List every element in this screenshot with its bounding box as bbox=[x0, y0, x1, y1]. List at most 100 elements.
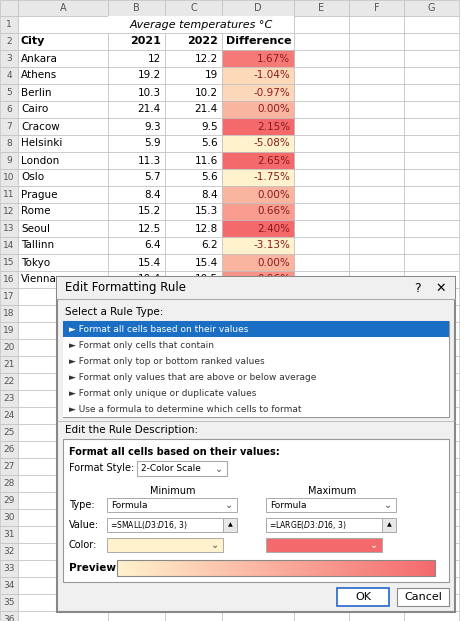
Text: Type:: Type: bbox=[69, 500, 95, 510]
Bar bbox=[432, 560, 433, 576]
Bar bbox=[164, 560, 166, 576]
Bar bbox=[155, 560, 157, 576]
Bar bbox=[18, 152, 108, 169]
Bar bbox=[0, 594, 18, 611]
Bar bbox=[294, 271, 349, 288]
Bar bbox=[356, 560, 358, 576]
Bar bbox=[404, 560, 406, 576]
Bar bbox=[415, 560, 417, 576]
Bar bbox=[130, 560, 131, 576]
Bar bbox=[255, 560, 256, 576]
Bar bbox=[0, 492, 18, 509]
Bar bbox=[351, 560, 353, 576]
Bar bbox=[349, 33, 404, 50]
Bar bbox=[165, 594, 222, 611]
Bar bbox=[349, 254, 404, 271]
Bar bbox=[404, 441, 459, 458]
Text: 7: 7 bbox=[6, 122, 12, 131]
Bar bbox=[401, 560, 402, 576]
Bar bbox=[233, 560, 234, 576]
Bar bbox=[364, 560, 365, 576]
Bar bbox=[349, 458, 404, 475]
Bar bbox=[63, 401, 449, 417]
Bar bbox=[404, 322, 459, 339]
Text: 33: 33 bbox=[3, 564, 15, 573]
Bar bbox=[349, 67, 404, 84]
Bar bbox=[169, 560, 171, 576]
Text: 6: 6 bbox=[6, 105, 12, 114]
Bar bbox=[165, 577, 222, 594]
Text: 6.2: 6.2 bbox=[201, 240, 218, 250]
Bar bbox=[404, 271, 459, 288]
Bar bbox=[350, 560, 352, 576]
Bar bbox=[269, 560, 270, 576]
Bar bbox=[279, 560, 281, 576]
Bar bbox=[63, 439, 449, 582]
Bar bbox=[405, 560, 407, 576]
Text: Tallinn: Tallinn bbox=[21, 240, 54, 250]
Bar bbox=[362, 560, 364, 576]
Bar bbox=[0, 475, 18, 492]
Bar bbox=[404, 152, 459, 169]
Bar bbox=[294, 220, 349, 237]
Text: ► Format only top or bottom ranked values: ► Format only top or bottom ranked value… bbox=[69, 356, 264, 366]
Bar bbox=[339, 560, 341, 576]
Bar bbox=[0, 356, 18, 373]
Bar bbox=[368, 560, 370, 576]
Bar bbox=[294, 254, 349, 271]
Bar bbox=[165, 16, 222, 33]
Bar bbox=[199, 560, 200, 576]
Bar bbox=[243, 560, 245, 576]
Bar bbox=[108, 373, 165, 390]
Bar bbox=[108, 560, 165, 577]
Bar bbox=[365, 560, 366, 576]
Bar bbox=[108, 50, 165, 67]
Bar bbox=[297, 560, 299, 576]
Bar bbox=[404, 254, 459, 271]
Bar bbox=[144, 560, 145, 576]
Text: 18: 18 bbox=[3, 309, 15, 318]
Bar bbox=[137, 560, 139, 576]
Bar bbox=[294, 373, 349, 390]
Bar bbox=[294, 135, 349, 152]
Bar bbox=[346, 560, 347, 576]
Bar bbox=[404, 288, 459, 305]
Bar bbox=[108, 186, 165, 203]
Bar bbox=[374, 560, 376, 576]
Bar bbox=[215, 560, 216, 576]
Bar bbox=[117, 560, 118, 576]
Bar bbox=[337, 560, 339, 576]
Bar bbox=[404, 356, 459, 373]
Bar bbox=[222, 492, 294, 509]
Bar bbox=[294, 577, 349, 594]
Text: Berlin: Berlin bbox=[21, 88, 52, 97]
Bar bbox=[171, 560, 173, 576]
Text: ▲: ▲ bbox=[228, 522, 232, 527]
Bar bbox=[225, 560, 227, 576]
Bar bbox=[373, 560, 374, 576]
Bar bbox=[222, 16, 294, 33]
Bar bbox=[290, 560, 292, 576]
Text: 19.2: 19.2 bbox=[138, 71, 161, 81]
Bar bbox=[120, 560, 122, 576]
Text: ► Format only unique or duplicate values: ► Format only unique or duplicate values bbox=[69, 389, 256, 397]
Bar bbox=[206, 560, 208, 576]
Bar bbox=[119, 560, 121, 576]
Bar bbox=[18, 526, 108, 543]
Bar bbox=[124, 560, 126, 576]
Bar bbox=[386, 560, 388, 576]
Bar bbox=[0, 390, 18, 407]
Bar bbox=[299, 560, 301, 576]
Bar bbox=[187, 560, 189, 576]
Bar bbox=[18, 577, 108, 594]
Bar bbox=[349, 186, 404, 203]
Bar bbox=[165, 203, 222, 220]
Bar bbox=[165, 509, 222, 526]
Bar bbox=[0, 152, 18, 169]
Bar bbox=[349, 611, 404, 621]
Bar bbox=[222, 152, 294, 169]
Bar bbox=[185, 560, 186, 576]
Bar bbox=[150, 560, 151, 576]
Text: Average temperatures °C: Average temperatures °C bbox=[129, 19, 273, 30]
Bar bbox=[222, 237, 294, 254]
